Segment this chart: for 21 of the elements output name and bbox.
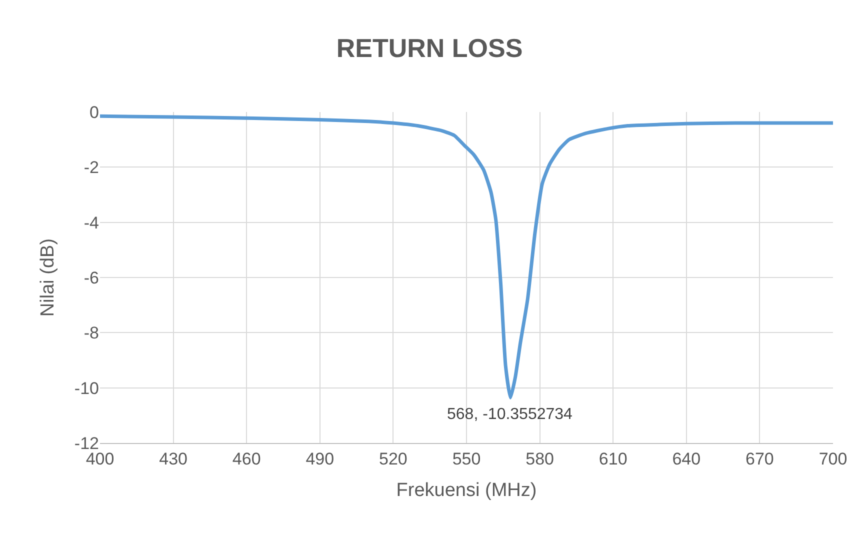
- x-tick-label: 610: [598, 449, 628, 468]
- x-tick-label: 460: [232, 449, 261, 468]
- x-tick-label: 700: [818, 449, 848, 468]
- x-tick-label: 580: [526, 449, 554, 468]
- y-tick-label: -6: [84, 268, 99, 288]
- x-tick-label: 490: [306, 449, 334, 468]
- y-tick-label: -8: [84, 324, 99, 343]
- annotation: 568, -10.3552734: [447, 406, 573, 423]
- y-tick-label: -2: [84, 158, 99, 178]
- y-axis-title: Nilai (dB): [37, 238, 58, 317]
- x-tick-label: 640: [672, 449, 701, 468]
- y-tick-label: -10: [74, 378, 99, 398]
- y-tick-label: -4: [84, 213, 99, 232]
- x-axis-title: Frekuensi (MHz): [396, 480, 537, 502]
- y-tick-label: 0: [90, 102, 99, 122]
- x-tick-label: 670: [746, 449, 774, 468]
- x-tick-label: 430: [159, 449, 188, 468]
- x-tick-label: 520: [379, 449, 408, 468]
- x-tick-label: 550: [452, 449, 481, 468]
- chart-title: RETURN LOSS: [336, 33, 523, 64]
- line-series: [100, 114, 833, 400]
